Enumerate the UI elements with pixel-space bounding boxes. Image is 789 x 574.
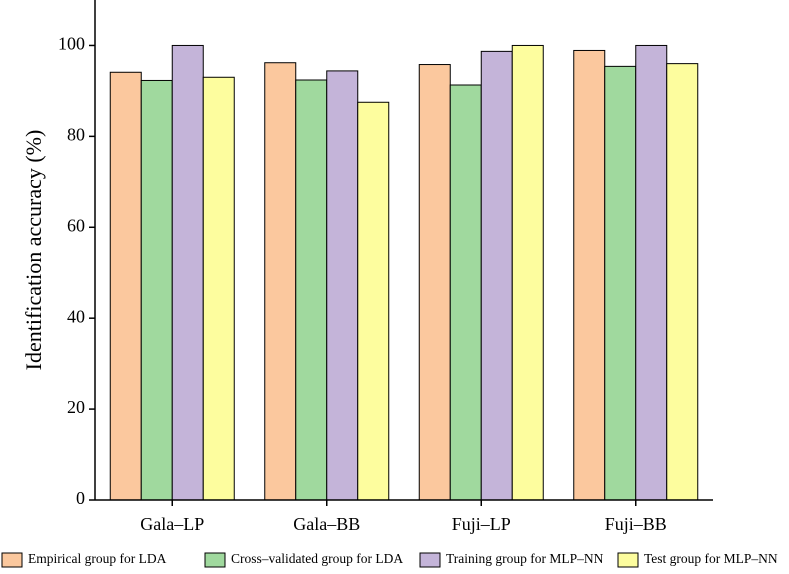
bar xyxy=(326,70,359,501)
bar xyxy=(140,79,173,501)
bar xyxy=(202,76,235,501)
legend-label: Training group for MLP–NN xyxy=(446,551,604,566)
bar xyxy=(573,49,606,501)
y-tick-label: 100 xyxy=(58,34,85,54)
y-tick-label: 20 xyxy=(67,397,85,417)
y-tick-label: 80 xyxy=(67,124,85,144)
y-tick-label: 60 xyxy=(67,215,85,235)
x-tick-label: Fuji–LP xyxy=(452,514,511,534)
bar xyxy=(418,64,451,501)
x-tick-label: Fuji–BB xyxy=(605,514,667,534)
bar xyxy=(666,63,699,501)
legend-label: Cross–validated group for LDA xyxy=(231,551,403,566)
bar xyxy=(357,101,390,501)
x-tick-label: Gala–BB xyxy=(293,514,360,534)
bar xyxy=(295,79,328,501)
legend-swatch xyxy=(1,552,23,568)
legend-swatch xyxy=(617,552,639,568)
legend-label: Test group for MLP–NN xyxy=(644,551,778,566)
bar xyxy=(635,44,668,501)
y-tick-label: 0 xyxy=(76,488,85,508)
bar xyxy=(264,62,297,501)
bar xyxy=(449,84,482,501)
x-tick-label: Gala–LP xyxy=(140,514,204,534)
bar xyxy=(480,50,513,501)
bar xyxy=(604,65,637,501)
y-axis-label: Identification accuracy (%) xyxy=(21,130,46,371)
y-tick-label: 40 xyxy=(67,306,85,326)
legend-swatch xyxy=(204,552,226,568)
bar xyxy=(109,71,142,501)
bar xyxy=(511,44,544,501)
bar xyxy=(171,44,204,501)
legend-label: Empirical group for LDA xyxy=(28,551,167,566)
legend-swatch xyxy=(419,552,441,568)
